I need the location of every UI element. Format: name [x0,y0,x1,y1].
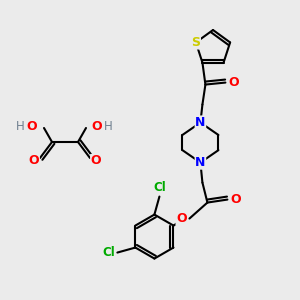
Text: O: O [176,212,187,225]
Text: Cl: Cl [102,246,115,259]
Text: O: O [92,121,102,134]
Text: O: O [230,193,241,206]
Text: O: O [27,121,37,134]
Text: N: N [195,156,206,169]
Text: Cl: Cl [153,181,166,194]
Text: H: H [16,121,24,134]
Text: O: O [29,154,39,167]
Text: S: S [191,36,200,49]
Text: H: H [103,121,112,134]
Text: O: O [228,76,239,89]
Text: N: N [195,116,206,129]
Text: O: O [91,154,101,167]
